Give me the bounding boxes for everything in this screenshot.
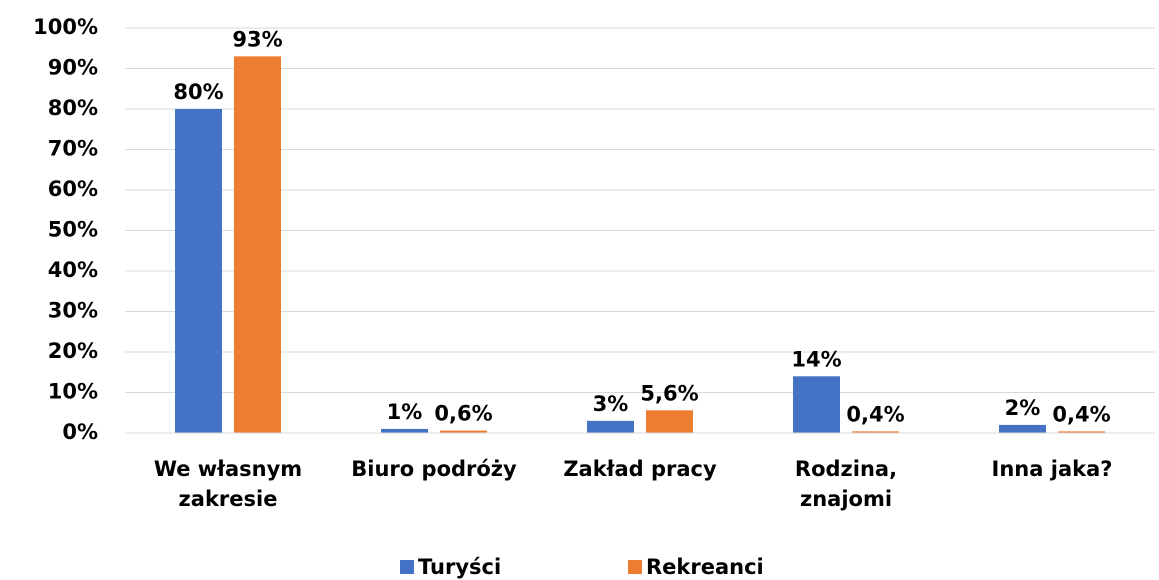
bar xyxy=(587,420,634,433)
y-tick-label: 70% xyxy=(48,137,98,161)
y-tick-label: 100% xyxy=(33,15,98,39)
data-label: 2% xyxy=(1005,396,1041,420)
bar xyxy=(234,56,281,433)
y-tick-label: 50% xyxy=(48,218,98,242)
x-tick-label: Zakład pracy xyxy=(563,457,717,481)
y-tick-label: 60% xyxy=(48,177,98,201)
bar xyxy=(381,428,428,433)
y-tick-label: 30% xyxy=(48,299,98,323)
legend-label: Rekreanci xyxy=(646,555,764,579)
legend-label: Turyści xyxy=(418,555,501,579)
y-tick-label: 0% xyxy=(62,420,98,444)
legend-swatch xyxy=(400,560,414,574)
bar xyxy=(852,431,899,433)
bar xyxy=(999,424,1046,433)
data-label: 0,4% xyxy=(1052,402,1110,426)
x-tick-label: Biuro podróży xyxy=(351,457,517,481)
data-label: 5,6% xyxy=(640,381,698,405)
data-label: 80% xyxy=(173,80,223,104)
data-label: 14% xyxy=(791,347,841,371)
bar xyxy=(1058,431,1105,433)
data-label: 1% xyxy=(387,400,423,424)
x-tick-label: Rodzina, znajomi xyxy=(794,457,898,511)
y-tick-label: 90% xyxy=(48,56,98,80)
y-tick-label: 40% xyxy=(48,258,98,282)
data-label: 93% xyxy=(232,27,282,51)
bar xyxy=(440,430,487,433)
bar xyxy=(793,376,840,433)
y-tick-label: 80% xyxy=(48,96,98,120)
data-label: 3% xyxy=(593,392,629,416)
data-label: 0,4% xyxy=(846,402,904,426)
x-tick-label: We własnym zakresie xyxy=(153,457,303,511)
y-tick-label: 10% xyxy=(48,380,98,404)
y-tick-label: 20% xyxy=(48,339,98,363)
bar xyxy=(646,410,693,433)
x-tick-label: Inna jaka? xyxy=(991,457,1113,481)
data-label: 0,6% xyxy=(434,402,492,426)
legend-swatch xyxy=(628,560,642,574)
bar xyxy=(175,109,222,433)
